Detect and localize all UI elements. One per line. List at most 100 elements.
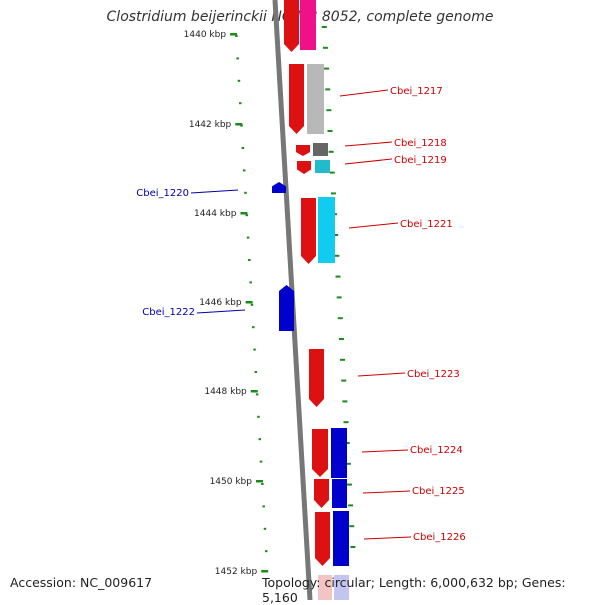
cog-bar	[315, 160, 330, 173]
scale-dot	[236, 57, 239, 60]
cog-bar	[331, 428, 347, 478]
gene-leader-line	[363, 536, 412, 540]
scale-dot	[343, 421, 349, 424]
gene-arrow	[297, 161, 311, 174]
scale-tick	[240, 212, 248, 215]
gene-arrow	[301, 198, 316, 264]
scale-dot	[259, 460, 263, 463]
scale-tick-label: 1448 kbp	[204, 387, 247, 397]
gene-label: Cbei_1217	[390, 86, 443, 97]
gene-arrow	[272, 182, 286, 193]
scale-tick	[245, 301, 253, 304]
gene-arrow	[279, 285, 294, 331]
gene-arrow	[312, 429, 328, 477]
scale-tick-label: 1444 kbp	[194, 209, 237, 219]
scale-dot	[241, 147, 245, 149]
scale-dot	[254, 371, 258, 373]
scale-dot	[261, 483, 264, 485]
scale-tick-label: 1452 kbp	[215, 567, 258, 577]
scale-tick-label: 1450 kbp	[210, 477, 253, 487]
gene-features	[272, 0, 349, 600]
scale-dot	[258, 438, 262, 441]
scale-dot	[262, 505, 265, 508]
gene-label: Cbei_1220	[136, 188, 189, 199]
cog-bar	[307, 64, 324, 134]
scale-dot	[257, 415, 260, 418]
scale-dot	[242, 169, 246, 172]
scale-tick-label: 1440 kbp	[184, 30, 227, 40]
scale-dot	[245, 214, 249, 217]
scale-dot	[329, 171, 335, 174]
cog-bar	[333, 511, 349, 566]
gene-label: Cbei_1225	[412, 486, 465, 497]
gene-arrow	[296, 145, 310, 156]
scale-dot	[345, 462, 351, 465]
scale-dot	[322, 46, 328, 49]
accession-label: Accession: NC_009617	[10, 575, 153, 590]
scale-dot	[328, 150, 334, 153]
scale-dot	[246, 236, 250, 239]
gene-leader-line	[357, 372, 406, 377]
gene-label: Cbei_1223	[407, 369, 460, 380]
scale-dot	[326, 109, 332, 112]
gene-leader-line	[344, 141, 393, 147]
cog-bar	[300, 0, 316, 50]
scale-dot	[321, 26, 327, 28]
gene-arrow	[309, 349, 324, 407]
scale-dot	[341, 379, 347, 382]
scale-dot	[335, 275, 341, 278]
gene-leader-line	[348, 222, 399, 229]
scale-dot	[324, 67, 330, 70]
gene-label: Cbei_1222	[142, 307, 195, 318]
scale-dot	[235, 35, 238, 37]
scale-dot	[244, 191, 247, 194]
scale-dot	[250, 303, 254, 306]
scale-tick	[255, 480, 263, 483]
gene-label: Cbei_1226	[413, 532, 466, 543]
scale-tick	[250, 390, 258, 393]
gene-labels: Cbei_1217 Cbei_1218 Cbei_1219 Cbei_1220 Cbei…	[136, 86, 465, 543]
scale-dot	[344, 442, 350, 444]
gene-leader-line	[362, 490, 411, 494]
scale-dot	[333, 234, 339, 236]
scale-dot	[263, 527, 267, 530]
scale-tick	[230, 33, 238, 36]
scale-dot	[248, 259, 251, 261]
gene-arrow	[318, 575, 332, 600]
scale-dot	[330, 192, 336, 195]
gene-arrow	[284, 0, 299, 52]
scale-dot	[253, 348, 256, 351]
gene-leader-line	[339, 89, 389, 97]
scale-dot	[237, 79, 241, 82]
scale-dot	[346, 483, 352, 486]
cog-bar	[332, 479, 347, 508]
scale-dot	[338, 338, 344, 340]
gene-arrow	[314, 479, 329, 508]
scale-dot	[240, 124, 243, 127]
scale-dot	[249, 281, 252, 284]
cog-bar	[318, 197, 335, 263]
scale-tick-label: 1446 kbp	[199, 298, 242, 308]
genome-info: Topology: circular; Length: 6,000,632 bp…	[262, 575, 566, 605]
gene-leader-line	[361, 449, 409, 453]
gene-label: Cbei_1219	[394, 155, 447, 166]
gene-leader-line	[196, 309, 246, 314]
scale-dot	[348, 504, 354, 507]
scale-dot	[325, 88, 331, 91]
gene-label: Cbei_1218	[394, 138, 447, 149]
scale-dot	[264, 550, 268, 553]
scale-dot	[336, 296, 342, 299]
gene-arrow	[289, 64, 304, 134]
scale-dot	[255, 393, 259, 396]
scale-dot	[349, 525, 355, 528]
scale-tick-label: 1442 kbp	[189, 120, 232, 130]
scale-dot	[334, 254, 340, 257]
scale-tick	[235, 123, 243, 126]
cog-bar	[334, 575, 349, 600]
scale-dot	[252, 326, 255, 329]
scale-tick	[261, 570, 269, 573]
cog-bar	[313, 143, 328, 156]
scale-dot	[327, 130, 333, 132]
gene-label: Cbei_1224	[410, 445, 463, 456]
